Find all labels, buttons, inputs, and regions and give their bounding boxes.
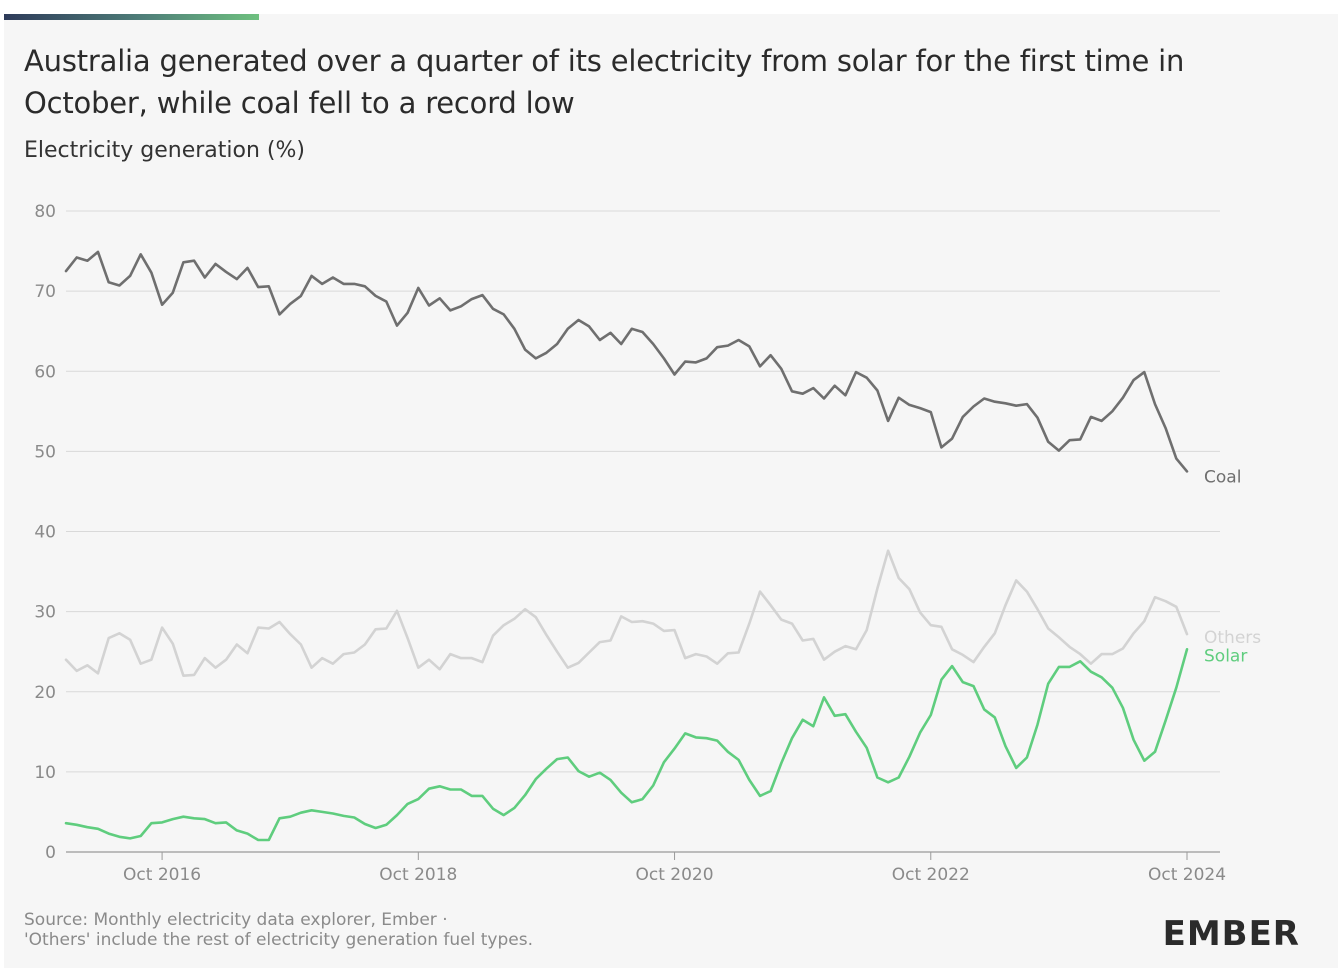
series-line-others bbox=[64, 549, 1189, 678]
x-tick-label-4: Oct 2024 bbox=[1148, 865, 1226, 885]
y-tick-80: 80 bbox=[34, 202, 56, 222]
note-line: 'Others' include the rest of electricity… bbox=[24, 930, 533, 950]
series-label-others: Others bbox=[1204, 628, 1261, 648]
y-axis-label: Electricity generation (%) bbox=[24, 138, 305, 163]
y-tick-20: 20 bbox=[34, 683, 56, 703]
source-line: Source: Monthly electricity data explore… bbox=[24, 910, 448, 930]
y-tick-10: 10 bbox=[34, 763, 56, 783]
series-line-coal bbox=[64, 250, 1189, 473]
series-label-solar: Solar bbox=[1204, 646, 1247, 666]
y-tick-60: 60 bbox=[34, 362, 56, 382]
series-labels: Others Coal Solar bbox=[1204, 467, 1261, 666]
ember-logo: EMBER bbox=[1162, 914, 1300, 954]
y-tick-40: 40 bbox=[34, 523, 56, 543]
source-note: Source: Monthly electricity data explore… bbox=[24, 910, 533, 950]
series-label-coal: Coal bbox=[1204, 467, 1241, 487]
x-tick-label-3: Oct 2022 bbox=[892, 865, 970, 885]
x-tick-label-2: Oct 2020 bbox=[636, 865, 714, 885]
accent-bar bbox=[4, 14, 259, 20]
y-tick-0: 0 bbox=[45, 843, 56, 863]
x-ticks: Oct 2016 Oct 2018 Oct 2020 Oct 2022 Oct 2024 bbox=[123, 852, 1226, 885]
gridlines bbox=[66, 210, 1220, 853]
y-tick-labels: 0 10 20 30 40 50 60 70 80 bbox=[34, 202, 56, 863]
series-lines bbox=[64, 250, 1189, 842]
chart-title: Australia generated over a quarter of it… bbox=[24, 44, 1185, 120]
x-tick-label-1: Oct 2018 bbox=[379, 865, 457, 885]
series-line-solar bbox=[64, 647, 1189, 842]
x-tick-label-0: Oct 2016 bbox=[123, 865, 201, 885]
chart-card bbox=[4, 14, 1338, 968]
y-tick-50: 50 bbox=[34, 442, 56, 462]
y-tick-70: 70 bbox=[34, 282, 56, 302]
y-tick-30: 30 bbox=[34, 603, 56, 623]
